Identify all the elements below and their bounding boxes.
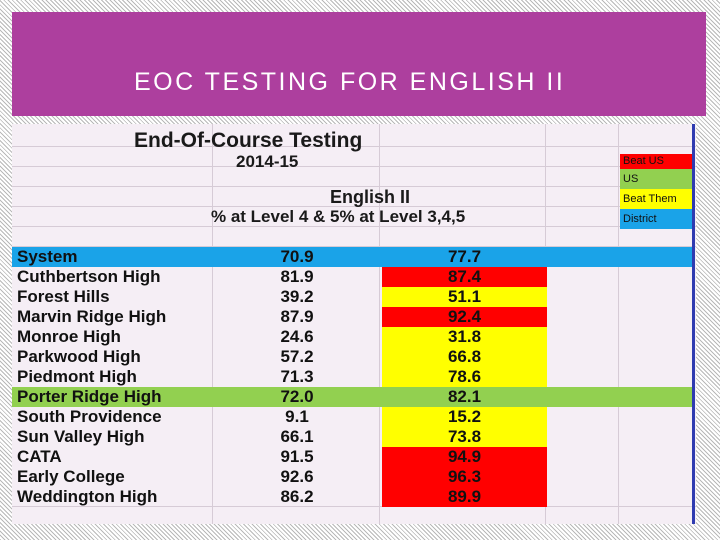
school-name: Sun Valley High xyxy=(17,427,145,446)
score-highlight xyxy=(382,367,547,387)
level-3-4-5-value: 15.2 xyxy=(447,407,482,426)
level-4-5-value: 71.3 xyxy=(280,367,314,386)
level-4-5-value: 39.2 xyxy=(280,287,314,306)
score-highlight xyxy=(382,347,547,367)
level-4-5-value: 70.9 xyxy=(280,247,314,266)
level-4-5-value: 87.9 xyxy=(280,307,314,326)
spreadsheet-image: End-Of-Course Testing 2014-15 English II… xyxy=(12,124,696,524)
school-name: Piedmont High xyxy=(17,367,137,386)
level-4-5-value: 9.1 xyxy=(285,407,309,426)
title-banner: EOC TESTING FOR ENGLISH II xyxy=(12,12,706,116)
school-name: Marvin Ridge High xyxy=(17,307,167,326)
school-name: Cuthbertson High xyxy=(17,267,161,286)
school-name: Early College xyxy=(17,467,125,486)
school-name: Forest Hills xyxy=(17,287,110,306)
level-3-4-5-value: 94.9 xyxy=(447,447,482,466)
score-highlight xyxy=(382,467,547,487)
score-highlight xyxy=(382,307,547,327)
level-3-4-5-value: 31.8 xyxy=(447,327,482,346)
score-highlight xyxy=(382,287,547,307)
slide-title: EOC TESTING FOR ENGLISH II xyxy=(134,68,566,96)
table-row: South Providence 9.1 15.2 xyxy=(12,407,692,427)
level-3-4-5-value: 78.6 xyxy=(447,367,482,386)
level-3-4-5-value: 77.7 xyxy=(447,247,482,266)
legend-item: Beat Them xyxy=(620,189,694,209)
table-row: Marvin Ridge High 87.9 92.4 xyxy=(12,307,692,327)
score-highlight xyxy=(382,487,547,507)
score-highlight xyxy=(382,327,547,347)
table-row: Piedmont High 71.3 78.6 xyxy=(12,367,692,387)
level-4-5-value: 72.0 xyxy=(280,387,314,406)
school-name: System xyxy=(17,247,78,266)
level-4-5-value: 92.6 xyxy=(280,467,314,486)
level-4-5-value: 24.6 xyxy=(280,327,314,346)
table-row: System 70.9 77.7 xyxy=(12,247,692,267)
level-4-5-value: 66.1 xyxy=(280,427,314,446)
legend-item: Beat US xyxy=(620,154,694,169)
level-4-5-value: 86.2 xyxy=(280,487,314,506)
table-row: Monroe High 24.6 31.8 xyxy=(12,327,692,347)
level-3-4-5-value: 87.4 xyxy=(447,267,482,286)
table-row: Parkwood High 57.2 66.8 xyxy=(12,347,692,367)
table-row: Weddington High 86.2 89.9 xyxy=(12,487,692,507)
legend-item: District xyxy=(620,209,694,229)
table-row: Cuthbertson High 81.9 87.4 xyxy=(12,267,692,287)
score-highlight xyxy=(382,267,547,287)
sheet-year: 2014-15 xyxy=(236,152,299,171)
table-row: CATA 91.5 94.9 xyxy=(12,447,692,467)
level-3-4-5-value: 51.1 xyxy=(447,287,482,306)
table-row: Early College 92.6 96.3 xyxy=(12,467,692,487)
sheet-heading: End-Of-Course Testing xyxy=(134,129,363,152)
table-row: Sun Valley High 66.1 73.8 xyxy=(12,427,692,447)
level-3-4-5-value: 82.1 xyxy=(447,387,482,406)
level-3-4-5-value: 66.8 xyxy=(447,347,482,366)
level-3-4-5-value: 89.9 xyxy=(447,487,482,506)
score-highlight xyxy=(382,427,547,447)
level-4-5-value: 91.5 xyxy=(280,447,314,466)
table-row: Porter Ridge High 72.0 82.1 xyxy=(12,387,692,407)
legend-item: US xyxy=(620,169,694,189)
sheet-metric: % at Level 4 & 5% at Level 3,4,5 xyxy=(211,207,466,226)
school-name: Weddington High xyxy=(17,487,158,506)
level-4-5-value: 81.9 xyxy=(280,267,314,286)
school-name: Parkwood High xyxy=(17,347,141,366)
score-highlight xyxy=(382,407,547,427)
sheet-subject: English II xyxy=(330,187,411,207)
level-3-4-5-value: 92.4 xyxy=(447,307,482,326)
school-name: South Providence xyxy=(17,407,162,426)
score-highlight xyxy=(382,447,547,467)
school-name: CATA xyxy=(17,447,62,466)
school-name: Monroe High xyxy=(17,327,121,346)
sheet-right-border xyxy=(692,124,695,524)
table-row: Forest Hills 39.2 51.1 xyxy=(12,287,692,307)
level-3-4-5-value: 96.3 xyxy=(447,467,482,486)
level-4-5-value: 57.2 xyxy=(280,347,314,366)
level-3-4-5-value: 73.8 xyxy=(447,427,482,446)
school-name: Porter Ridge High xyxy=(17,387,162,406)
